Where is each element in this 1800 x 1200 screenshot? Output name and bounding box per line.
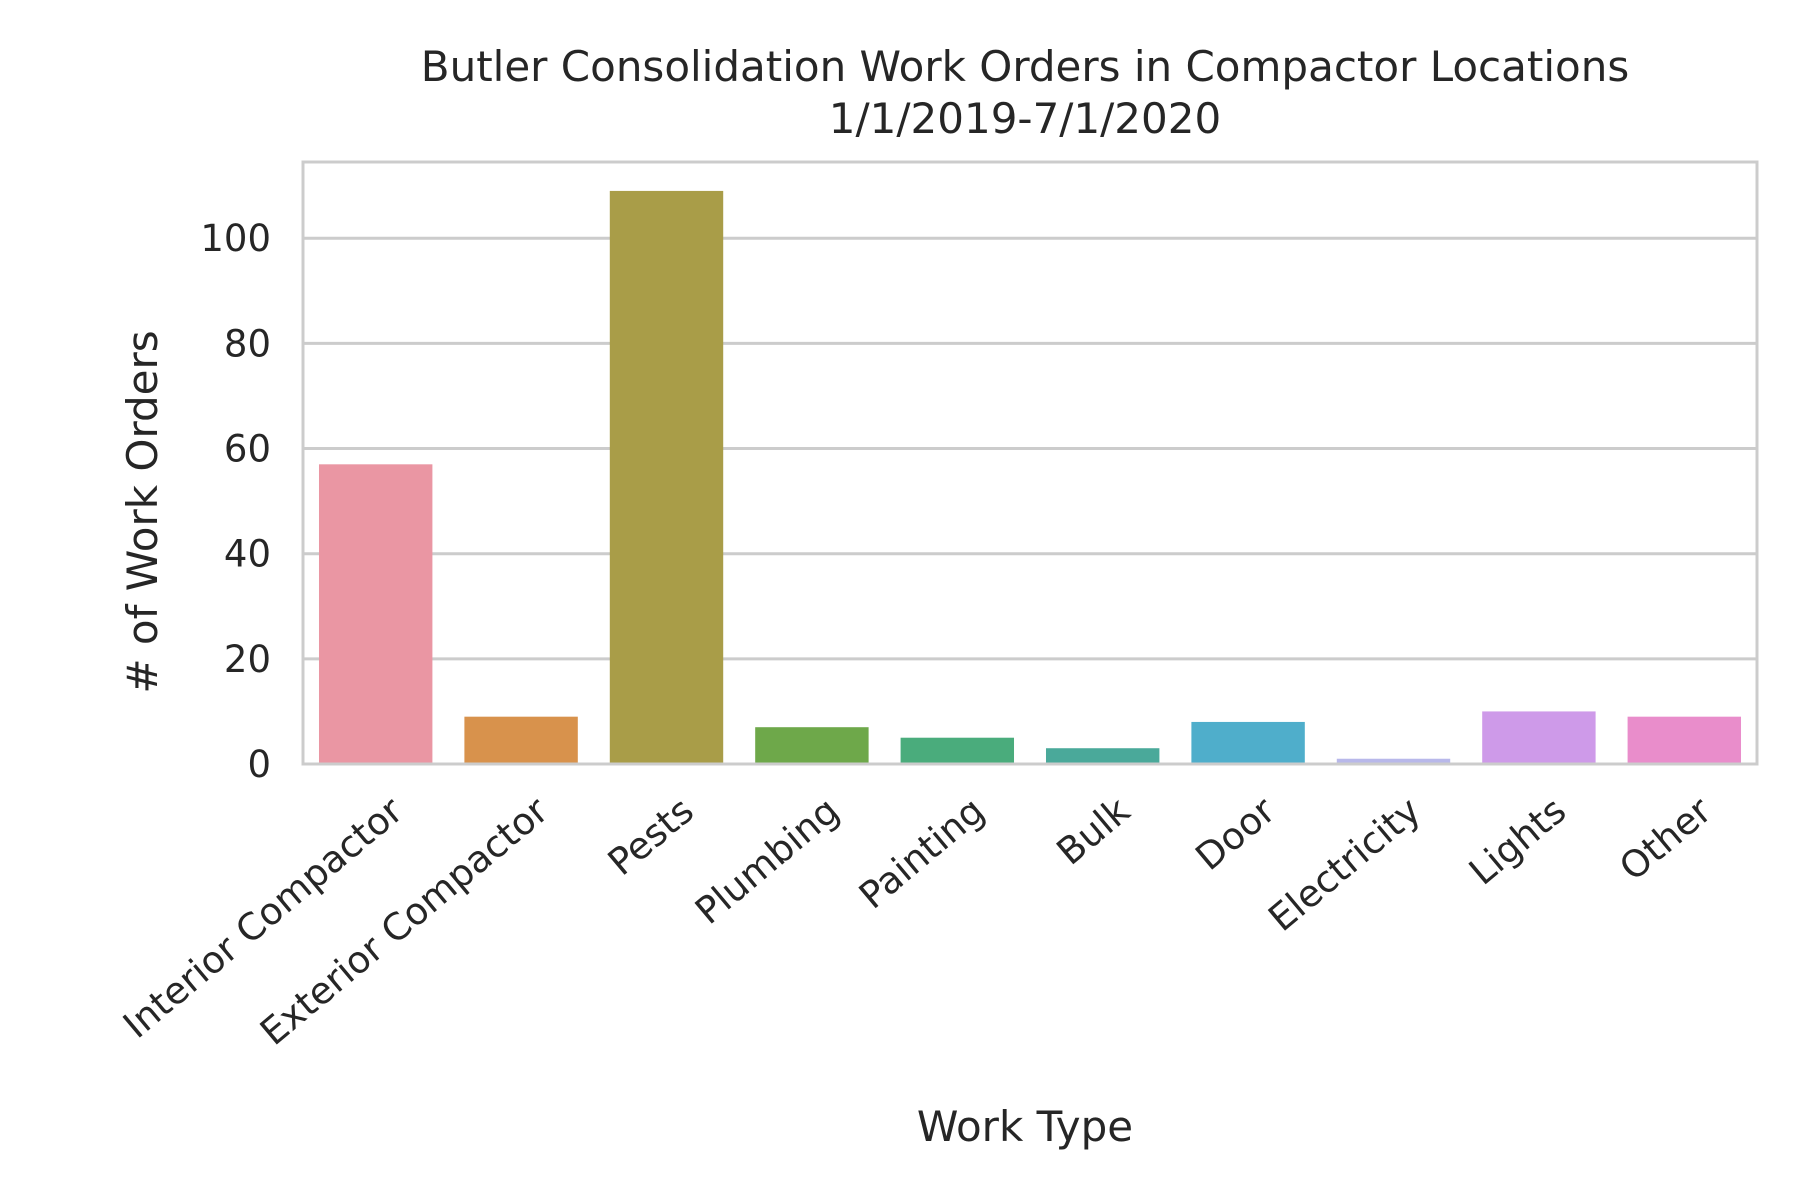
bar: [755, 727, 869, 764]
bar: [609, 190, 724, 764]
bar: [1482, 711, 1596, 764]
gridlines: [303, 236, 1757, 661]
x-tick-label: Electricity: [1260, 789, 1428, 940]
chart-title: Butler Consolidation Work Orders in Comp…: [421, 42, 1629, 91]
x-tick-label: Exterior Compactor: [252, 788, 557, 1054]
y-tick-labels: 0 20 40 60 80 100: [200, 217, 271, 786]
x-tick-label: Painting: [851, 789, 993, 918]
bar: [900, 737, 1015, 764]
bar: [464, 716, 578, 764]
plot-frame: [301, 160, 1759, 766]
x-tick-label: Plumbing: [687, 789, 847, 933]
x-tick-label: Bulk: [1049, 788, 1139, 873]
y-tick-label: 20: [224, 638, 271, 681]
y-tick-label: 40: [224, 533, 271, 576]
bar: [1191, 721, 1305, 764]
chart-subtitle: 1/1/2019-7/1/2020: [829, 94, 1221, 143]
bar: [318, 464, 433, 764]
bars: [318, 190, 1742, 764]
y-tick-label: 100: [200, 217, 271, 260]
y-axis-label: # of Work Orders: [118, 330, 167, 693]
bar: [1336, 758, 1451, 764]
x-tick-label: Door: [1188, 788, 1284, 879]
y-tick-label: 0: [247, 743, 271, 786]
y-tick-label: 60: [224, 428, 271, 471]
x-tick-label: Interior Compactor: [115, 788, 411, 1046]
x-tick-label: Pests: [600, 789, 702, 884]
y-tick-label: 80: [224, 322, 271, 365]
x-axis-label: Work Type: [917, 1102, 1133, 1151]
x-tick-label: Lights: [1461, 789, 1574, 894]
bar: [1045, 748, 1160, 764]
bar: [1627, 716, 1742, 764]
x-tick-label: Other: [1611, 788, 1720, 889]
